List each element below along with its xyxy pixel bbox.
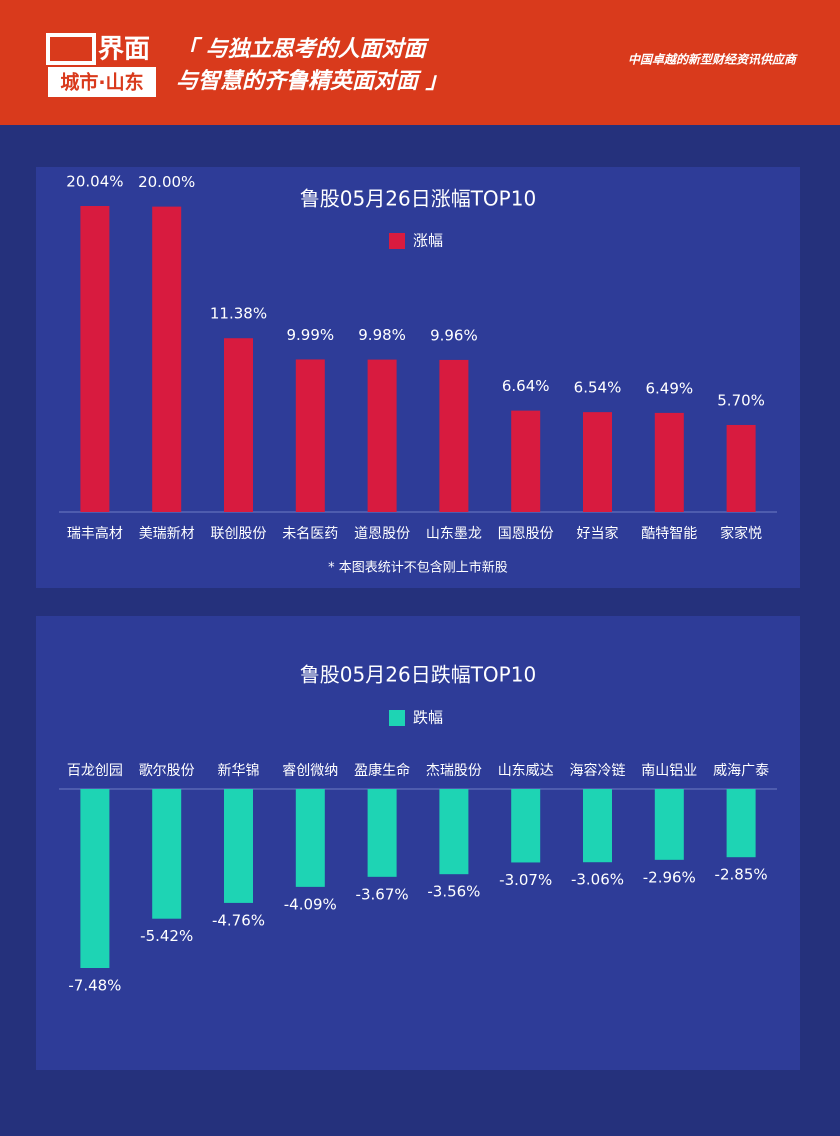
value-label: 6.49%	[645, 379, 693, 397]
value-label: -7.48%	[68, 977, 121, 995]
value-label: 11.38%	[210, 305, 267, 323]
x-tick-label: 美瑞新材	[139, 526, 195, 542]
x-tick-label: 联创股份	[211, 526, 267, 542]
value-label: 20.00%	[138, 173, 195, 191]
bar	[80, 789, 110, 968]
x-tick-label: 瑞丰高材	[67, 525, 123, 542]
value-label: 6.54%	[574, 379, 622, 397]
bar	[511, 410, 541, 512]
bar	[224, 338, 253, 512]
bar	[80, 206, 110, 512]
bar	[583, 412, 612, 512]
value-label: -2.85%	[715, 866, 768, 884]
value-label: 20.04%	[66, 173, 123, 191]
x-tick-label: 海容冷链	[570, 762, 626, 779]
value-label: -3.56%	[427, 883, 480, 901]
value-label: -5.42%	[140, 927, 193, 945]
x-tick-label: 盈康生命	[354, 762, 410, 779]
x-tick-label: 国恩股份	[498, 526, 554, 542]
bar	[224, 789, 253, 903]
logo-icon	[46, 33, 96, 65]
bar	[511, 789, 541, 863]
bar	[654, 412, 684, 512]
x-tick-label: 未名医药	[282, 526, 338, 542]
bar	[367, 789, 397, 877]
city-box	[48, 67, 156, 97]
x-tick-label: 山东墨龙	[426, 526, 482, 542]
bar	[152, 789, 182, 919]
legend-swatch	[389, 233, 405, 249]
chart-title: 鲁股05月26日涨幅TOP10	[300, 187, 536, 211]
x-tick-label: 家家悦	[720, 525, 762, 542]
x-tick-label: 南山铝业	[641, 763, 697, 779]
legend-label: 涨幅	[413, 232, 443, 250]
value-label: -3.06%	[571, 871, 624, 889]
x-tick-label: 歌尔股份	[139, 763, 195, 779]
slogan: 与智慧的齐鲁精英面对面 」	[176, 68, 448, 94]
bar	[583, 789, 612, 863]
logo: 界面	[98, 35, 150, 65]
value-label: -3.67%	[356, 885, 409, 903]
x-tick-label: 酷特智能	[641, 526, 697, 542]
value-label: 6.64%	[502, 377, 550, 395]
x-tick-label: 山东威达	[498, 763, 554, 779]
panel	[36, 167, 800, 588]
bar	[152, 206, 182, 512]
legend-label: 跌幅	[413, 709, 443, 727]
chart-title: 鲁股05月26日跌幅TOP10	[300, 663, 536, 687]
x-tick-label: 好当家	[577, 525, 619, 542]
bar	[367, 359, 397, 512]
x-tick-label: 杰瑞股份	[426, 763, 482, 779]
bar	[726, 424, 756, 512]
bar	[295, 789, 325, 887]
legend-swatch	[389, 710, 405, 726]
value-label: 9.96%	[430, 326, 478, 344]
x-tick-label: 道恩股份	[354, 526, 410, 542]
x-tick-label: 威海广泰	[713, 763, 769, 779]
bar	[439, 789, 469, 875]
tagline: 中国卓越的新型财经资讯供应商	[628, 53, 798, 67]
x-tick-label: 睿创微纳	[282, 763, 338, 779]
bar	[726, 789, 756, 858]
x-tick-label: 百龙创园	[67, 763, 123, 779]
note: * 本图表统计不包含刚上市新股	[328, 560, 508, 576]
value-label: -3.07%	[499, 871, 552, 889]
value-label: -4.09%	[284, 895, 337, 913]
value-label: -4.76%	[212, 911, 265, 929]
bar	[439, 359, 469, 512]
x-tick-label: 新华锦	[218, 762, 260, 779]
value-label: 9.99%	[286, 326, 334, 344]
value-label: -2.96%	[643, 868, 696, 886]
value-label: 9.98%	[358, 326, 406, 344]
slogan: 「 与独立思考的人面对面	[176, 36, 430, 62]
city: 城市·山东	[60, 71, 143, 94]
bar	[295, 359, 325, 512]
value-label: 5.70%	[717, 391, 765, 409]
header-bar	[0, 0, 840, 125]
bar	[654, 789, 684, 860]
